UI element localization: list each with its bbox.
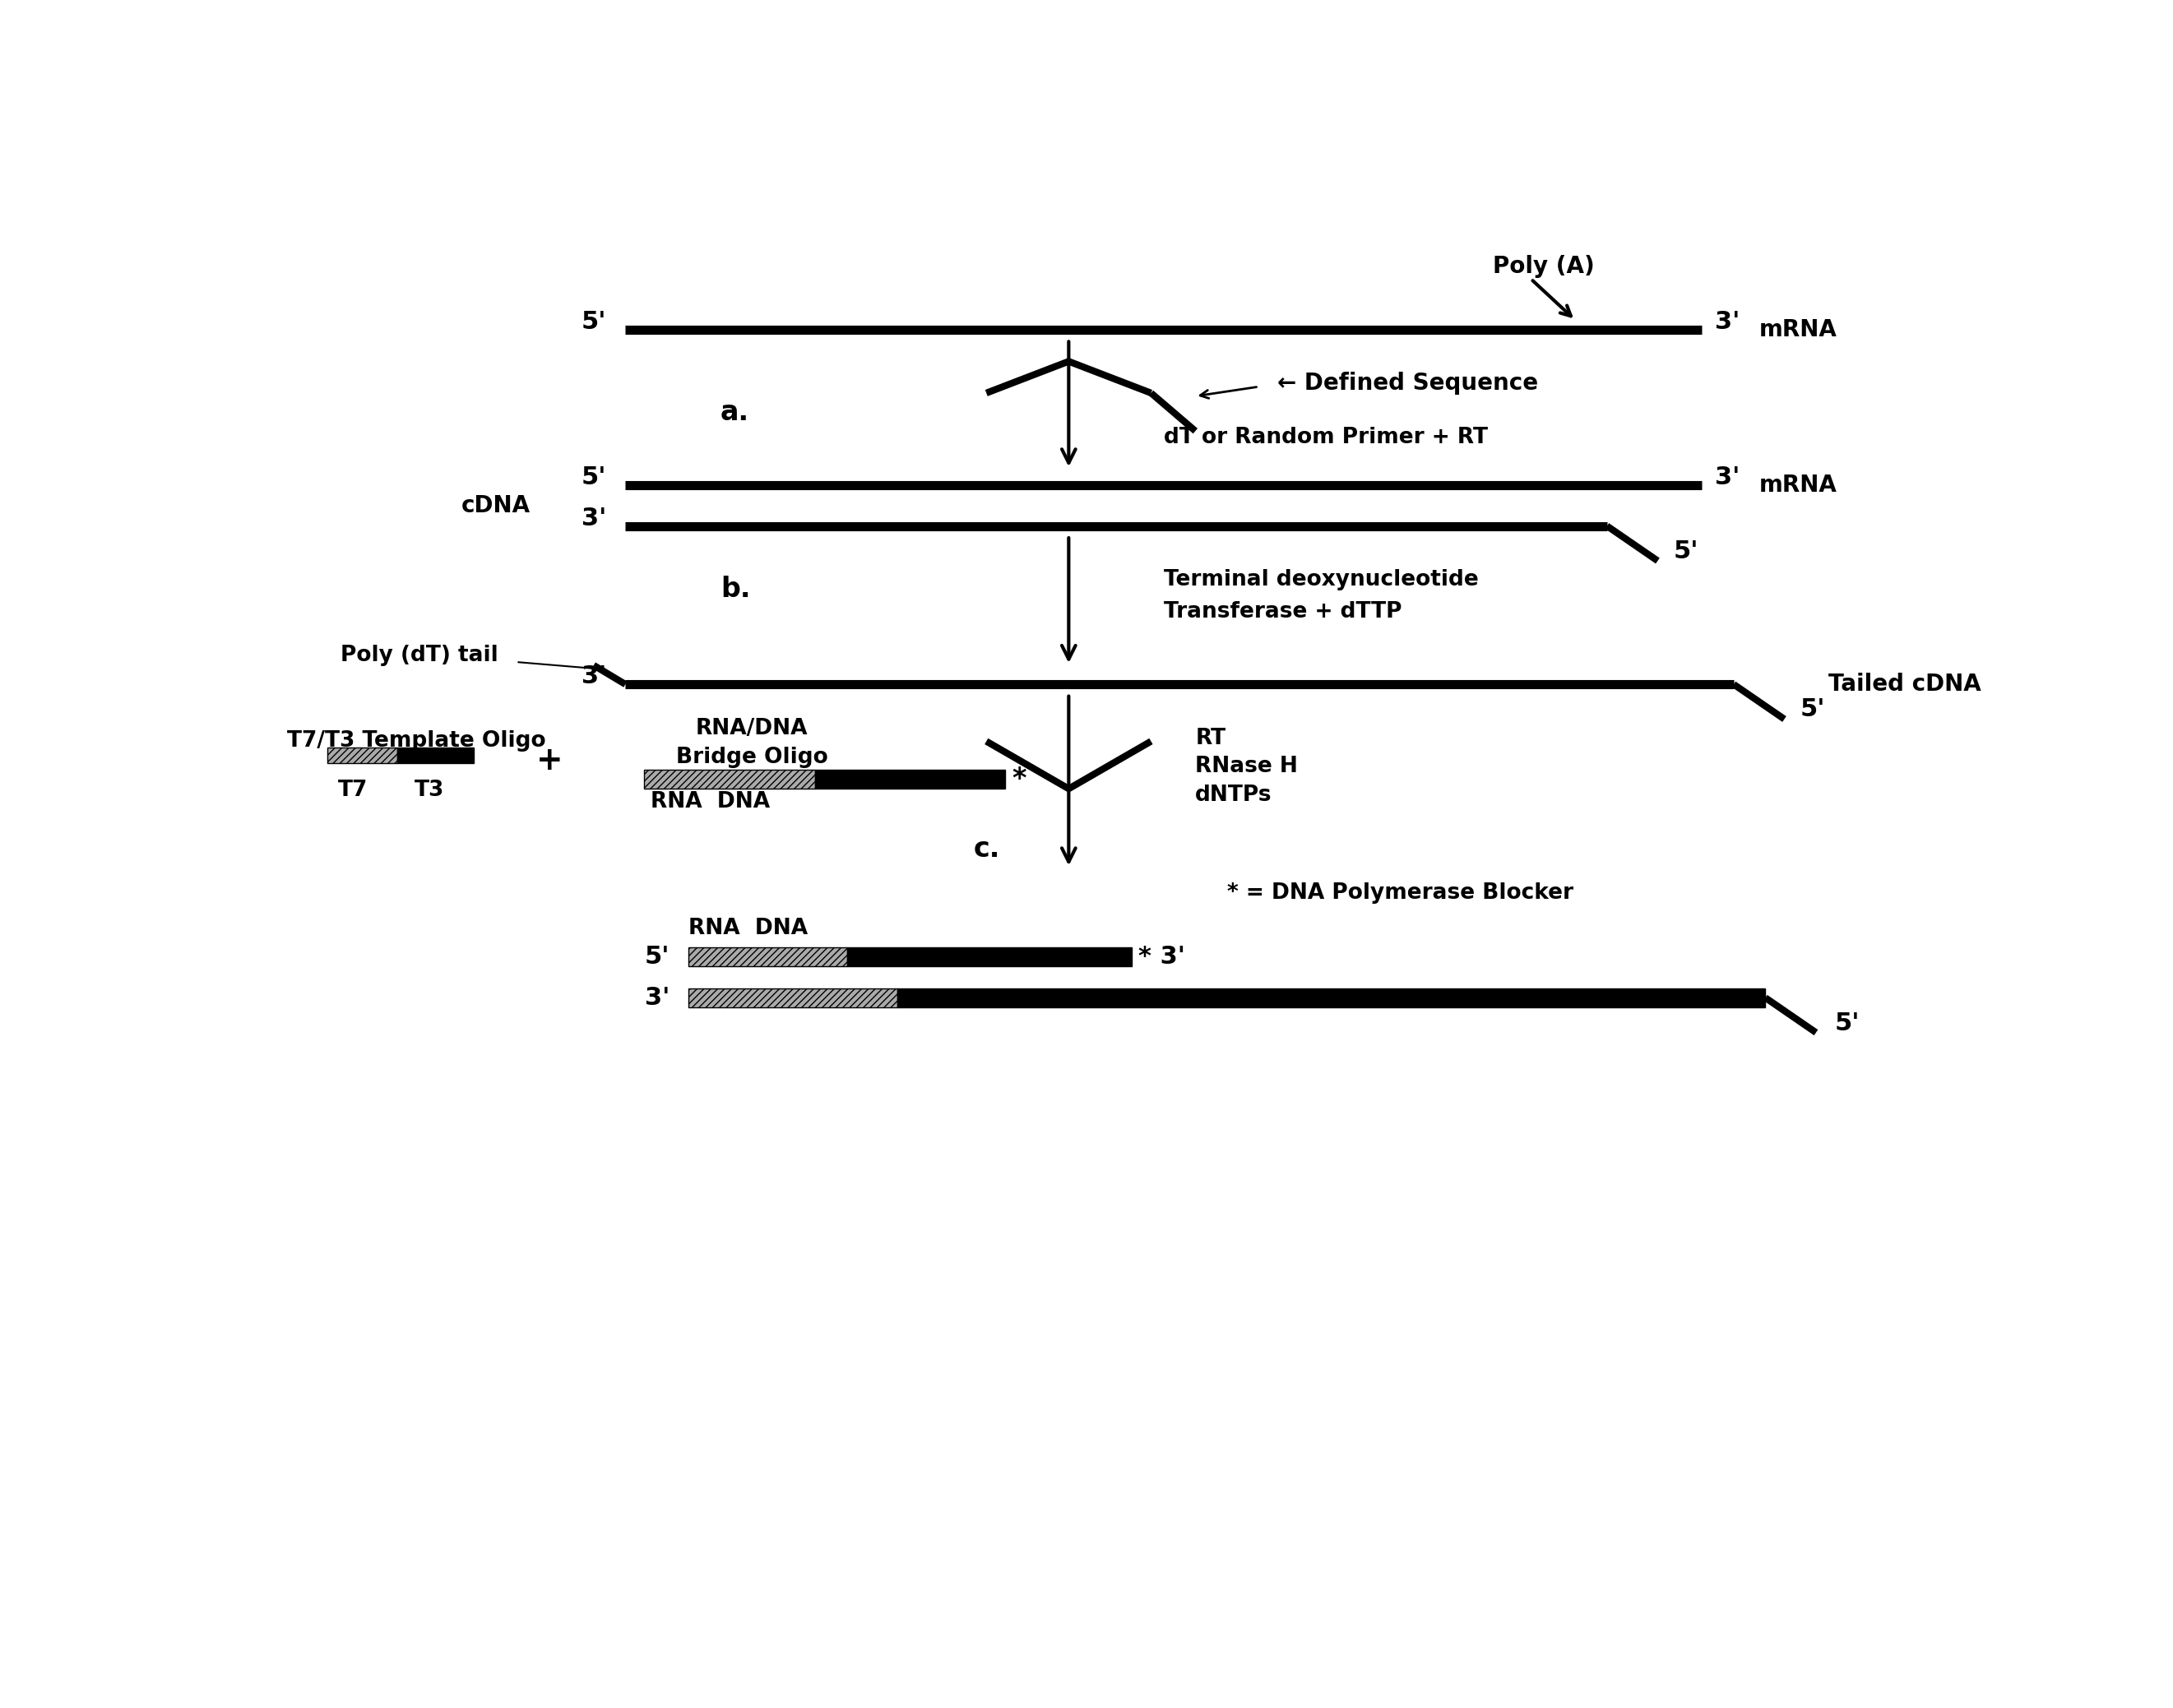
Text: dNTPs: dNTPs	[1195, 784, 1271, 806]
Bar	[847, 946, 1132, 967]
Text: RNA  DNA: RNA DNA	[650, 791, 769, 811]
Text: Tailed cDNA: Tailed cDNA	[1830, 673, 1982, 695]
Text: cDNA: cDNA	[461, 494, 530, 518]
Text: mRNA: mRNA	[1758, 473, 1836, 497]
Text: T7: T7	[339, 779, 367, 801]
Text: 3': 3'	[645, 986, 669, 1009]
Text: 5': 5'	[1834, 1011, 1860, 1035]
Text: ← Defined Sequence: ← Defined Sequence	[1278, 372, 1538, 395]
Text: mRNA: mRNA	[1758, 318, 1836, 342]
Text: Bridge Oligo: Bridge Oligo	[676, 746, 828, 769]
Text: T7/T3 Template Oligo: T7/T3 Template Oligo	[287, 731, 545, 752]
Text: 5': 5'	[582, 465, 606, 488]
Bar	[645, 770, 815, 789]
Text: 5': 5'	[582, 311, 606, 335]
Bar	[897, 989, 1764, 1008]
Text: 5': 5'	[645, 945, 669, 968]
Text: Poly (A): Poly (A)	[1493, 254, 1595, 278]
Bar	[328, 748, 398, 763]
Text: 3': 3'	[1714, 311, 1741, 335]
Text: +: +	[537, 745, 563, 775]
Text: * 3': * 3'	[1139, 945, 1184, 968]
Text: a.: a.	[721, 398, 750, 425]
Bar	[815, 770, 1006, 789]
Text: b.: b.	[721, 576, 750, 603]
Text: T3: T3	[415, 779, 443, 801]
Bar	[689, 989, 897, 1008]
Text: 3': 3'	[1714, 465, 1741, 488]
Text: RNA  DNA: RNA DNA	[689, 917, 808, 939]
Text: Transferase + dTTP: Transferase + dTTP	[1165, 601, 1402, 622]
Text: 5': 5'	[1673, 540, 1699, 564]
Text: Poly (dT) tail: Poly (dT) tail	[341, 646, 498, 666]
Text: RNA/DNA: RNA/DNA	[695, 717, 808, 740]
Text: Terminal deoxynucleotide: Terminal deoxynucleotide	[1165, 569, 1478, 591]
Bar	[398, 748, 474, 763]
Bar	[689, 946, 847, 967]
Text: dT or Random Primer + RT: dT or Random Primer + RT	[1165, 427, 1489, 447]
Text: RT: RT	[1195, 728, 1226, 748]
Text: RNase H: RNase H	[1195, 757, 1297, 777]
Text: *: *	[1013, 765, 1026, 793]
Text: 5': 5'	[1799, 697, 1825, 721]
Text: c.: c.	[974, 835, 1000, 863]
Text: * = DNA Polymerase Blocker: * = DNA Polymerase Blocker	[1228, 883, 1573, 904]
Text: 3': 3'	[582, 507, 606, 529]
Text: 3': 3'	[582, 664, 606, 688]
